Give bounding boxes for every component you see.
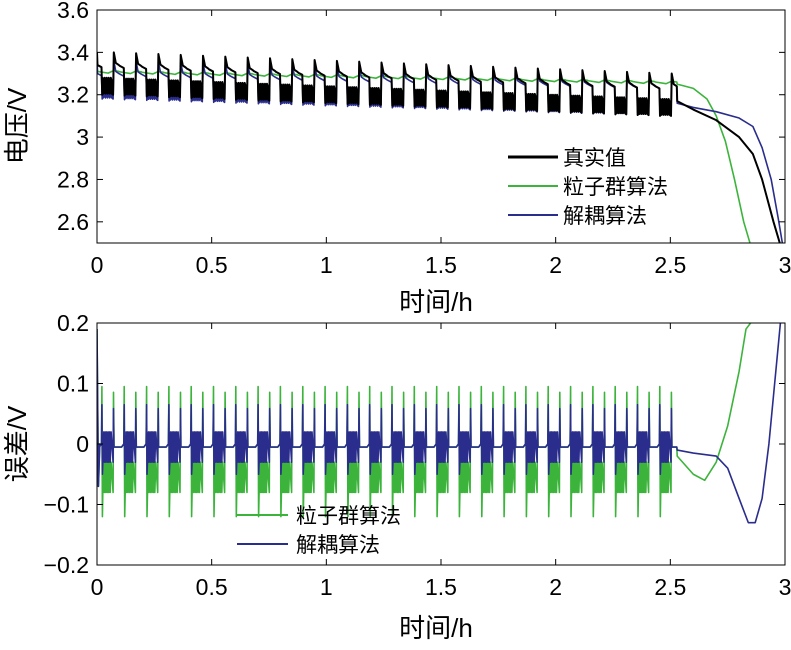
error-ytick-label: −0.1	[44, 492, 89, 518]
error-chart: 0 0.5 1 1.5 2 2.5 3 −0.2 −0.1 0 0.1 0.2 误差/V 时间/h 粒…	[2, 310, 791, 643]
error-xtick-label: 3	[779, 574, 791, 600]
error-xtick-label: 1.5	[425, 574, 457, 600]
voltage-ytick-label: 3	[76, 124, 89, 150]
voltage-xtick-label: 0.5	[196, 252, 228, 278]
voltage-xtick-label: 1	[320, 252, 333, 278]
error-legend-pso: 粒子群算法	[296, 505, 401, 528]
error-ylabel: 误差/V	[2, 405, 32, 482]
voltage-xtick-label: 2.5	[654, 252, 686, 278]
voltage-legend: 真实值 粒子群算法 解耦算法	[508, 147, 668, 228]
error-xtick-label: 0.5	[196, 574, 228, 600]
voltage-xtick-label: 0	[91, 252, 104, 278]
voltage-xlabel: 时间/h	[399, 287, 473, 317]
error-legend: 粒子群算法 解耦算法	[237, 505, 401, 557]
voltage-ylabel: 电压/V	[2, 87, 32, 164]
voltage-xtick-label: 2	[549, 252, 562, 278]
error-ytick-label: 0	[76, 431, 89, 457]
voltage-legend-decoupled: 解耦算法	[563, 205, 647, 228]
error-legend-decoupled: 解耦算法	[296, 534, 380, 557]
voltage-legend-real: 真实值	[563, 147, 626, 170]
voltage-line-real	[97, 51, 781, 243]
error-xtick-label: 1	[320, 574, 333, 600]
error-line-decoupled	[97, 323, 782, 524]
voltage-ytick-label: 2.8	[57, 166, 89, 192]
voltage-xtick-label: 1.5	[425, 252, 457, 278]
voltage-legend-pso: 粒子群算法	[563, 176, 668, 199]
error-ytick-label: 0.2	[57, 310, 89, 336]
voltage-chart: 0 0.5 1 1.5 2 2.5 32.62.833.23.43.6 电压/V 时间/h …	[2, 0, 791, 317]
voltage-ytick-label: 2.6	[57, 209, 89, 235]
voltage-ytick-label: 3.4	[57, 39, 89, 65]
error-xtick-label: 2.5	[654, 574, 686, 600]
voltage-ytick-label: 3.2	[57, 82, 89, 108]
error-ytick-label: 0.1	[57, 371, 89, 397]
voltage-xtick-label: 3	[779, 252, 791, 278]
voltage-ytick-label: 3.6	[57, 0, 89, 23]
error-xlabel: 时间/h	[399, 613, 473, 643]
error-xtick-label: 0	[91, 574, 104, 600]
error-xtick-label: 2	[549, 574, 562, 600]
error-ytick-label: −0.2	[44, 552, 89, 578]
